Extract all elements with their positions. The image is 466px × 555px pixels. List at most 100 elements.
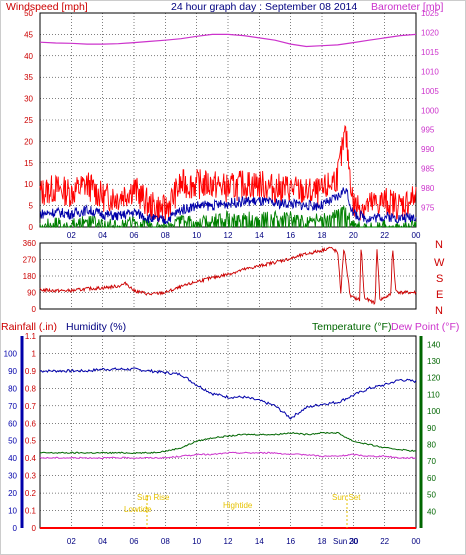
humidity-y-tick-40: 40 — [8, 454, 17, 463]
x-tick-top-22: 22 — [380, 231, 389, 240]
x-tick-bottom-16: 16 — [286, 537, 295, 546]
wind-y-tick-45: 45 — [24, 30, 33, 39]
x-tick-top-12: 12 — [224, 231, 233, 240]
temp-y-tick-80: 80 — [427, 441, 436, 450]
baro-y-tick-995: 995 — [421, 126, 435, 135]
series-temperature — [39, 431, 417, 455]
baro-y-tick-990: 990 — [421, 145, 435, 154]
wind-y-tick-30: 30 — [24, 95, 33, 104]
rain-y-tick-0.2: 0.2 — [25, 489, 37, 498]
baro-y-tick-1000: 1000 — [421, 106, 439, 115]
temperature-label: Temperature (°F) — [312, 321, 391, 333]
baro-y-tick-1005: 1005 — [421, 87, 439, 96]
chart-title: 24 hour graph day : September 08 2014 — [171, 1, 357, 13]
temp-y-tick-110: 110 — [427, 390, 440, 399]
series-low — [39, 205, 417, 229]
rain-y-tick-0.7: 0.7 — [25, 402, 37, 411]
x-tick-top-16: 16 — [286, 231, 295, 240]
sunrise-annotation: Sun Rise — [137, 493, 170, 502]
rain-y-tick-0: 0 — [32, 524, 37, 533]
lowtide-annotation: Lowtide — [124, 505, 152, 514]
baro-y-tick-975: 975 — [421, 204, 435, 213]
humidity-y-tick-50: 50 — [8, 437, 17, 446]
x-tick-top-00: 00 — [412, 231, 421, 240]
series-direction — [39, 246, 417, 305]
humidity-y-tick-100: 100 — [4, 349, 18, 358]
temp-y-tick-40: 40 — [427, 507, 436, 516]
dir-y-tick-180: 180 — [23, 272, 37, 281]
x-tick-bottom-08: 08 — [161, 537, 170, 546]
x-tick-top-20: 20 — [349, 231, 358, 240]
temp-y-tick-130: 130 — [427, 357, 441, 366]
baro-y-tick-1010: 1010 — [421, 67, 439, 76]
series-dew-point — [39, 451, 416, 460]
dir-y-tick-360: 360 — [23, 239, 37, 248]
rain-y-tick-0.3: 0.3 — [25, 472, 37, 481]
rain-y-tick-1: 1 — [32, 349, 37, 358]
temp-y-tick-60: 60 — [427, 474, 436, 483]
baro-y-tick-1015: 1015 — [421, 48, 439, 57]
wind-y-tick-35: 35 — [24, 73, 33, 82]
dir-y-tick-90: 90 — [27, 289, 36, 298]
grid — [40, 12, 416, 529]
rain-y-tick-0.6: 0.6 — [25, 419, 37, 428]
compass-w: W — [434, 257, 445, 269]
baro-y-tick-985: 985 — [421, 165, 435, 174]
wind-y-tick-50: 50 — [24, 9, 33, 18]
x-tick-bottom-06: 06 — [130, 537, 139, 546]
sunset-annotation: Sun Set — [332, 493, 361, 502]
dir-y-tick-270: 270 — [23, 256, 37, 265]
baro-y-tick-1025: 1025 — [421, 9, 439, 18]
compass-s: S — [436, 273, 443, 285]
rain-y-tick-0.9: 0.9 — [25, 367, 37, 376]
compass-e: E — [436, 289, 443, 301]
temp-y-tick-70: 70 — [427, 457, 436, 466]
temp-y-tick-100: 100 — [427, 407, 441, 416]
temp-y-tick-140: 140 — [427, 340, 441, 349]
tick-labels: 0202040406060808101012121414161618182020… — [4, 9, 441, 546]
x-tick-top-18: 18 — [318, 231, 327, 240]
compass-n-top: N — [435, 239, 443, 251]
x-tick-bottom-14: 14 — [255, 537, 264, 546]
humidity-y-tick-0: 0 — [13, 524, 18, 533]
humidity-y-tick-70: 70 — [8, 402, 17, 411]
humidity-label: Humidity (%) — [66, 321, 126, 333]
x-tick-bottom-20: 20 — [349, 537, 358, 546]
x-tick-bottom-04: 04 — [98, 537, 107, 546]
humidity-y-tick-80: 80 — [8, 384, 17, 393]
x-tick-bottom-00: 00 — [412, 537, 421, 546]
humidity-y-tick-10: 10 — [8, 507, 17, 516]
barometer-label: Barometer [mb] — [371, 1, 443, 13]
x-tick-bottom-18: 18 — [318, 537, 327, 546]
dir-y-tick-0: 0 — [32, 305, 37, 314]
x-tick-top-10: 10 — [192, 231, 201, 240]
wind-y-tick-20: 20 — [24, 137, 33, 146]
humidity-y-tick-30: 30 — [8, 472, 17, 481]
x-tick-top-02: 02 — [67, 231, 76, 240]
humidity-y-tick-60: 60 — [8, 419, 17, 428]
rain-y-tick-1.1: 1.1 — [25, 332, 37, 341]
wind-y-tick-0: 0 — [29, 223, 34, 232]
wind-y-tick-40: 40 — [24, 52, 33, 61]
x-tick-top-06: 06 — [130, 231, 139, 240]
series-layer — [39, 33, 417, 529]
series-humidity — [39, 367, 417, 420]
series-average — [39, 187, 417, 225]
rain-y-tick-0.5: 0.5 — [25, 437, 37, 446]
temp-y-tick-120: 120 — [427, 374, 441, 383]
x-tick-top-04: 04 — [98, 231, 107, 240]
x-tick-bottom-02: 02 — [67, 537, 76, 546]
hightide-annotation: Hightide — [223, 501, 253, 510]
series-gust — [39, 124, 417, 222]
baro-y-tick-1020: 1020 — [421, 28, 439, 37]
rainfall-label: Rainfall (.in) — [1, 321, 57, 333]
compass-n-bottom: N — [435, 305, 443, 317]
rain-y-tick-0.4: 0.4 — [25, 454, 37, 463]
wind-y-tick-10: 10 — [24, 180, 33, 189]
x-tick-top-08: 08 — [161, 231, 170, 240]
series-barometer — [39, 33, 417, 48]
windspeed-label: Windspeed [mph] — [6, 1, 88, 13]
x-tick-bottom-10: 10 — [192, 537, 201, 546]
sunset-time-label: Sun 30 — [333, 537, 359, 546]
